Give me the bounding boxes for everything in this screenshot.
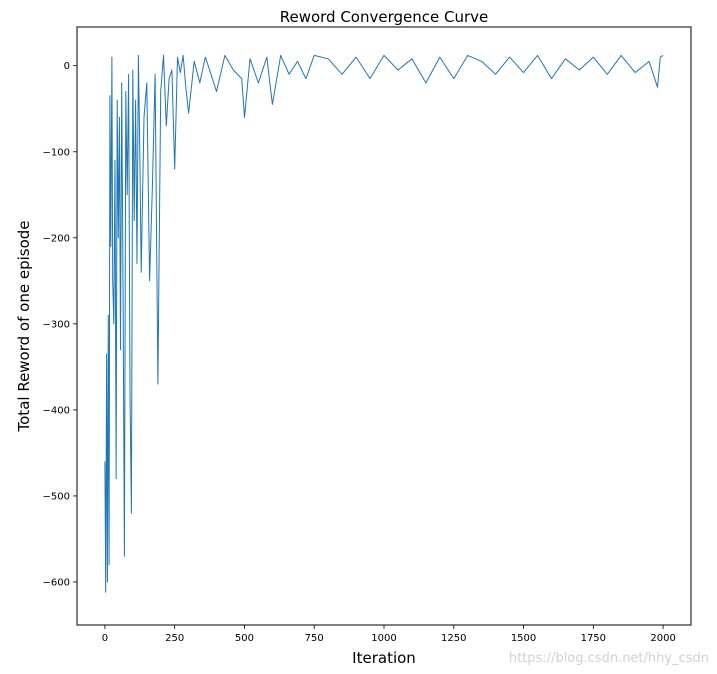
x-tick-label: 1000 — [371, 633, 396, 644]
y-axis-label: Total Reword of one episode — [15, 221, 33, 433]
y-tick-label: −100 — [43, 147, 70, 158]
x-tick-label: 750 — [305, 633, 324, 644]
y-tick-label: −500 — [43, 491, 70, 502]
x-tick-label: 1750 — [581, 633, 606, 644]
y-tick-label: −600 — [43, 577, 70, 588]
series-line-0 — [104, 54, 664, 593]
y-tick-label: −200 — [43, 233, 70, 244]
chart-title: Reword Convergence Curve — [280, 8, 489, 26]
y-tick-label: −300 — [43, 319, 70, 330]
plot-area-frame — [76, 26, 692, 626]
y-tick-label: −400 — [43, 405, 70, 416]
x-tick-label: 0 — [102, 633, 108, 644]
x-tick-label: 250 — [165, 633, 184, 644]
y-axis: 0 −100 −200 −300 −400 −500 −600 — [43, 61, 77, 588]
watermark: https://blog.csdn.net/hhy_csdn — [508, 651, 709, 666]
x-axis: 0 250 500 750 1000 1250 1500 1750 2000 — [102, 625, 676, 644]
series-layer — [104, 54, 664, 593]
x-axis-label: Iteration — [352, 649, 416, 667]
x-tick-label: 1500 — [511, 633, 536, 644]
x-tick-label: 2000 — [650, 633, 675, 644]
x-tick-label: 500 — [235, 633, 254, 644]
y-tick-label: 0 — [64, 61, 70, 72]
x-tick-label: 1250 — [441, 633, 466, 644]
